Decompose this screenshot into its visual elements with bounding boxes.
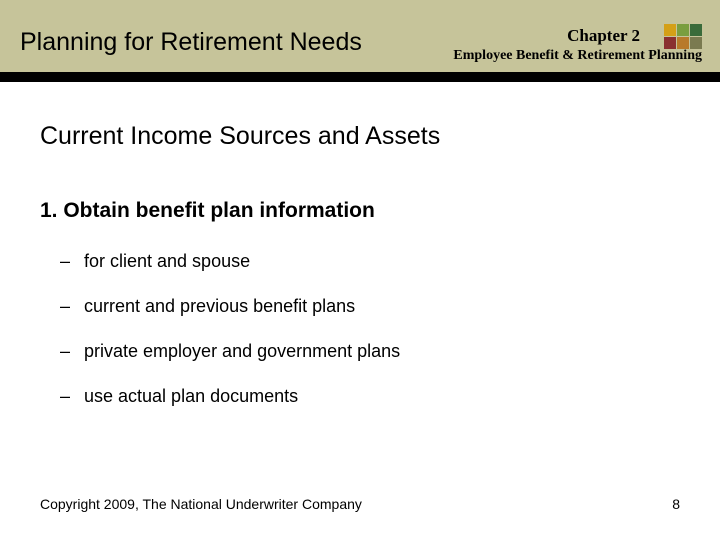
logo-square bbox=[664, 24, 676, 36]
list-item: current and previous benefit plans bbox=[84, 296, 680, 317]
header-band: Planning for Retirement Needs Chapter 2 … bbox=[0, 0, 720, 72]
copyright-text: Copyright 2009, The National Underwriter… bbox=[40, 496, 362, 512]
book-title: Employee Benefit & Retirement Planning bbox=[453, 48, 702, 64]
logo-square bbox=[664, 37, 676, 49]
list-item: private employer and government plans bbox=[84, 341, 680, 362]
list-item: use actual plan documents bbox=[84, 386, 680, 407]
content-area: Current Income Sources and Assets 1. Obt… bbox=[0, 82, 720, 407]
footer: Copyright 2009, The National Underwriter… bbox=[40, 496, 680, 512]
main-point: 1. Obtain benefit plan information bbox=[40, 199, 680, 223]
logo-square bbox=[677, 24, 689, 36]
divider-bar bbox=[0, 72, 720, 82]
logo-icon bbox=[664, 24, 702, 49]
logo-square bbox=[690, 37, 702, 49]
logo-square bbox=[677, 37, 689, 49]
chapter-label: Chapter 2 bbox=[567, 26, 640, 46]
page-number: 8 bbox=[672, 496, 680, 512]
slide-title: Planning for Retirement Needs bbox=[20, 28, 362, 57]
list-item: for client and spouse bbox=[84, 251, 680, 272]
logo-square bbox=[690, 24, 702, 36]
bullet-list: for client and spouse current and previo… bbox=[40, 251, 680, 407]
section-heading: Current Income Sources and Assets bbox=[40, 122, 680, 151]
